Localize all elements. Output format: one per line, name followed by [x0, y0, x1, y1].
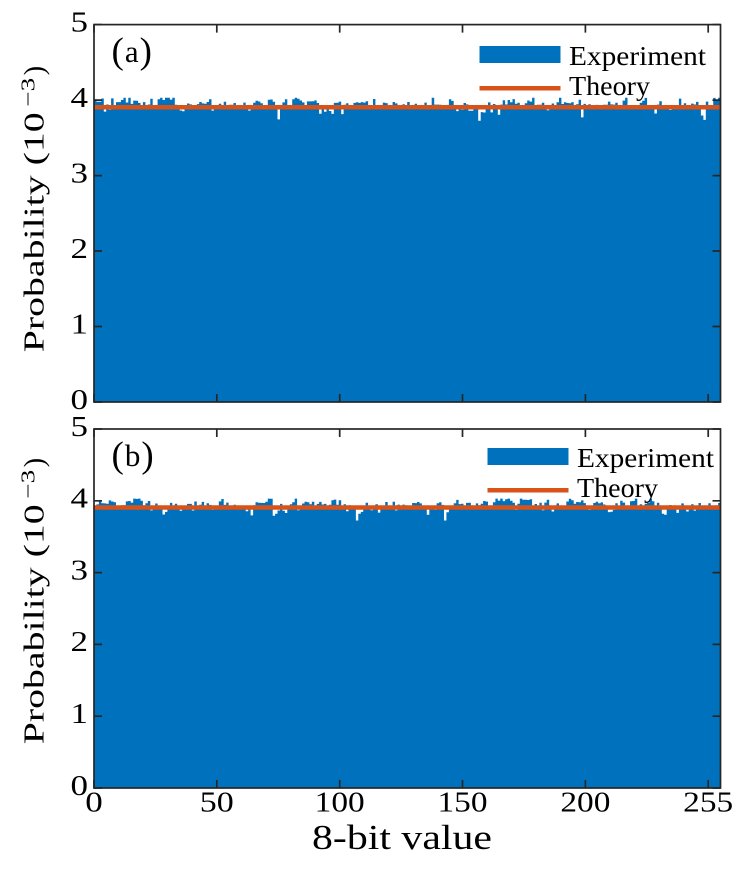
svg-text:150: 150	[438, 788, 488, 819]
svg-text:100: 100	[315, 788, 365, 819]
svg-text:8-bit value: 8-bit value	[312, 818, 492, 857]
svg-text:Probability (10: Probability (10	[20, 112, 51, 352]
svg-text:Theory: Theory	[569, 71, 651, 101]
svg-text:): )	[20, 458, 51, 467]
svg-text:200: 200	[560, 788, 610, 819]
svg-text:0: 0	[71, 771, 89, 802]
svg-text:5: 5	[71, 7, 89, 38]
svg-text:2: 2	[71, 627, 89, 658]
svg-text:2: 2	[71, 234, 89, 265]
svg-text:255: 255	[683, 788, 733, 819]
svg-text:5: 5	[71, 412, 89, 443]
svg-text:−3: −3	[19, 470, 40, 499]
svg-text:Theory: Theory	[577, 473, 659, 503]
svg-text:0: 0	[85, 788, 103, 819]
svg-text:−3: −3	[19, 78, 40, 107]
svg-text:50: 50	[200, 788, 234, 819]
svg-text:1: 1	[71, 699, 89, 730]
svg-text:Probability (10: Probability (10	[20, 504, 51, 744]
svg-text:4: 4	[71, 484, 89, 515]
svg-text:1: 1	[71, 309, 89, 340]
svg-text:Experiment: Experiment	[577, 443, 715, 473]
svg-text:): )	[20, 66, 51, 75]
svg-text:(b): (b)	[112, 435, 155, 476]
svg-text:0: 0	[71, 385, 89, 416]
svg-text:3: 3	[71, 158, 89, 189]
svg-text:3: 3	[71, 555, 89, 586]
svg-text:(a): (a)	[112, 31, 153, 72]
svg-text:Experiment: Experiment	[569, 41, 707, 71]
svg-text:4: 4	[71, 83, 89, 114]
